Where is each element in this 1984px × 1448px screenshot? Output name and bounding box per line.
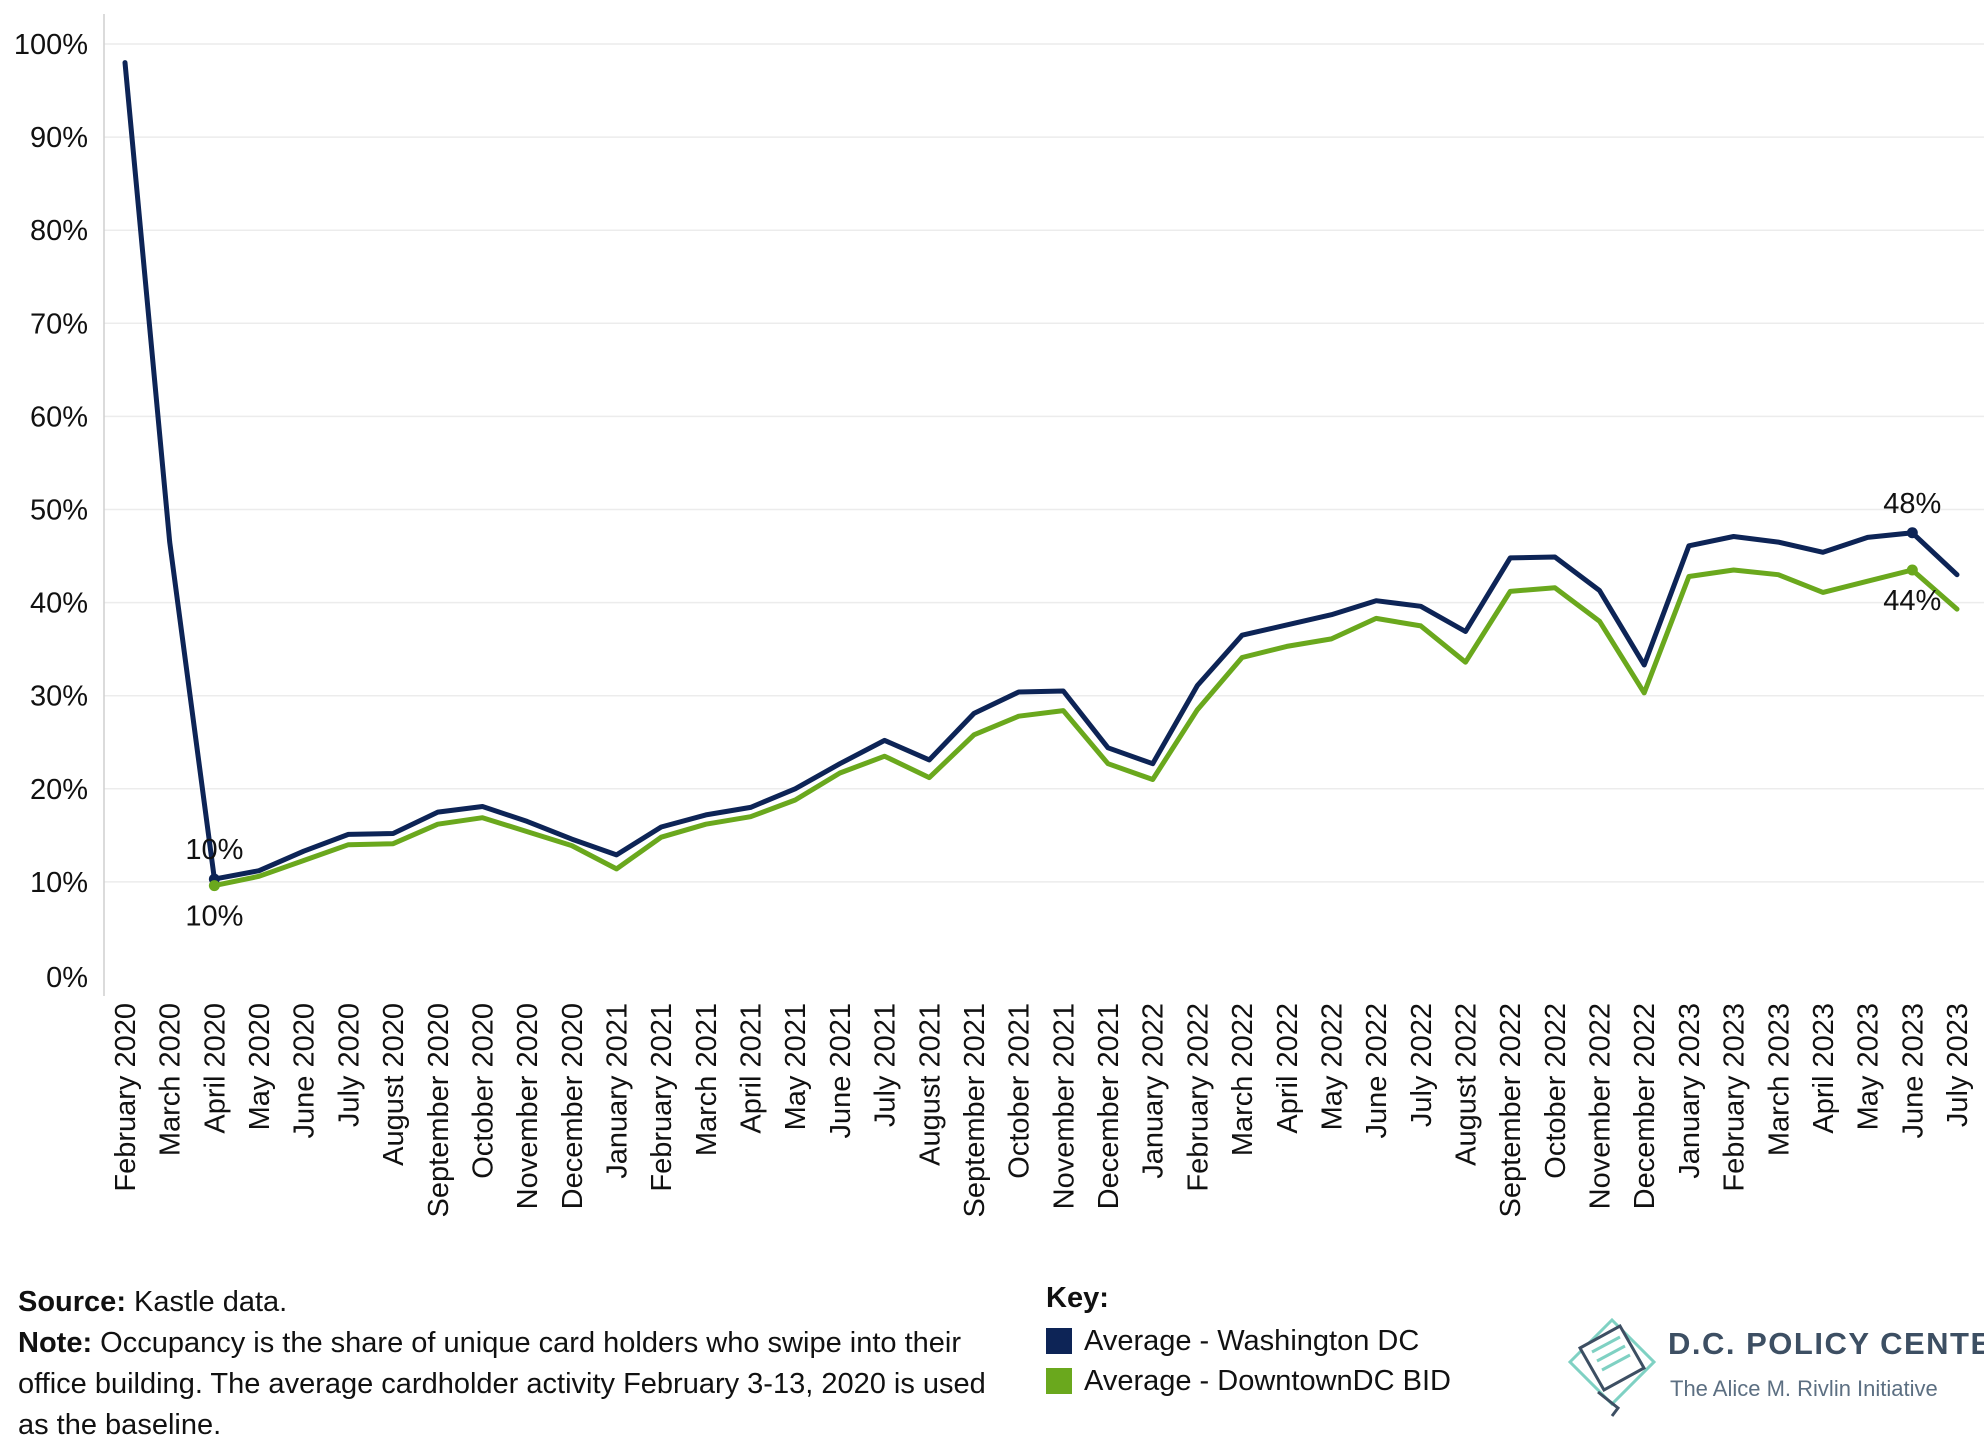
- x-tick-label-april-2022: April 2022: [1272, 1003, 1304, 1134]
- x-tick-label-december-2022: December 2022: [1629, 1003, 1661, 1209]
- x-tick-label-april-2020: April 2020: [199, 1003, 231, 1134]
- note-text: Occupancy is the share of unique card ho…: [18, 1327, 986, 1441]
- legend-swatch-washington-dc: [1046, 1328, 1072, 1354]
- x-tick-label-february-2021: February 2021: [646, 1003, 678, 1192]
- legend-title: Key:: [1046, 1282, 1109, 1314]
- x-tick-label-september-2022: September 2022: [1495, 1003, 1527, 1217]
- x-tick-label-june-2022: June 2022: [1361, 1003, 1393, 1138]
- series-lines: [122, 60, 1960, 889]
- x-tick-label-january-2023: January 2023: [1674, 1003, 1706, 1179]
- y-tick-label-80: 80%: [30, 215, 88, 247]
- y-tick-label-0: 0%: [46, 962, 88, 994]
- x-tick-label-october-2021: October 2021: [1004, 1003, 1036, 1179]
- y-tick-label-60: 60%: [30, 401, 88, 433]
- gridlines: [104, 43, 1984, 883]
- occupancy-line-chart: 0% 10% 20% 30% 40% 50% 60% 70% 80% 90% 100% Februa…: [14, 14, 1984, 1217]
- source-text: Kastle data.: [134, 1286, 288, 1318]
- x-tick-label-march-2021: March 2021: [691, 1003, 723, 1156]
- x-tick-label-may-2022: May 2022: [1316, 1003, 1348, 1130]
- x-tick-label-december-2021: December 2021: [1093, 1003, 1125, 1209]
- x-tick-label-march-2020: March 2020: [155, 1003, 187, 1156]
- series-line-average-downtowndc-bid: [211, 567, 1960, 889]
- x-tick-label-february-2023: February 2023: [1719, 1003, 1751, 1192]
- y-tick-label-90: 90%: [30, 122, 88, 154]
- x-tick-label-june-2023: June 2023: [1897, 1003, 1929, 1138]
- legend: Key: Average - Washington DC Average - D…: [1046, 1278, 1451, 1401]
- x-tick-label-december-2020: December 2020: [557, 1003, 589, 1209]
- x-tick-label-november-2020: November 2020: [512, 1003, 544, 1209]
- legend-item-downtowndc-bid: Average - DowntownDC BID: [1046, 1361, 1451, 1401]
- x-tick-label-october-2020: October 2020: [467, 1003, 499, 1179]
- source-label: Source:: [18, 1286, 126, 1318]
- x-tick-label-november-2022: November 2022: [1585, 1003, 1617, 1209]
- legend-label-downtowndc-bid: Average - DowntownDC BID: [1084, 1364, 1451, 1397]
- x-tick-label-august-2022: August 2022: [1450, 1003, 1482, 1166]
- x-tick-label-october-2022: October 2022: [1540, 1003, 1572, 1179]
- logo-name: D.C. POLICY CENTER: [1668, 1326, 1984, 1361]
- x-tick-label-september-2020: September 2020: [423, 1003, 455, 1217]
- x-tick-label-may-2021: May 2021: [780, 1003, 812, 1130]
- note-label: Note:: [18, 1327, 93, 1359]
- x-tick-label-july-2021: July 2021: [870, 1003, 902, 1127]
- data-label-average-downtowndc-bid-april-2020: 10%: [185, 901, 243, 933]
- source-line: Source: Kastle data.: [18, 1282, 998, 1323]
- series-line-average-washington-dc: [122, 60, 1960, 882]
- x-tick-label-june-2020: June 2020: [289, 1003, 321, 1138]
- y-tick-label-30: 30%: [30, 681, 88, 713]
- legend-swatch-downtowndc-bid: [1046, 1368, 1072, 1394]
- y-tick-label-70: 70%: [30, 308, 88, 340]
- x-tick-label-january-2021: January 2021: [602, 1003, 634, 1179]
- data-point-average-downtowndc-bid-june-2023: [1906, 564, 1918, 576]
- x-tick-label-april-2021: April 2021: [736, 1003, 768, 1134]
- y-tick-label-50: 50%: [30, 495, 88, 527]
- x-tick-label-march-2023: March 2023: [1763, 1003, 1795, 1156]
- x-tick-label-november-2021: November 2021: [1048, 1003, 1080, 1209]
- legend-label-washington-dc: Average - Washington DC: [1084, 1324, 1420, 1357]
- y-tick-label-20: 20%: [30, 774, 88, 806]
- x-tick-label-july-2022: July 2022: [1406, 1003, 1438, 1127]
- x-tick-label-february-2022: February 2022: [1182, 1003, 1214, 1192]
- data-point-average-downtowndc-bid-april-2020: [208, 880, 220, 892]
- data-labels: 10% 10% 48% 44%: [185, 488, 1941, 933]
- x-tick-label-april-2023: April 2023: [1808, 1003, 1840, 1134]
- x-tick-label-may-2020: May 2020: [244, 1003, 276, 1130]
- chart-notes: Source: Kastle data. Note: Occupancy is …: [18, 1282, 998, 1446]
- dc-map-document-icon: [1567, 1317, 1657, 1417]
- x-tick-label-june-2021: June 2021: [825, 1003, 857, 1138]
- x-tick-label-january-2022: January 2022: [1138, 1003, 1170, 1179]
- data-point-average-washington-dc-june-2023: [1906, 527, 1918, 539]
- x-tick-label-august-2021: August 2021: [914, 1003, 946, 1166]
- note-line: Note: Occupancy is the share of unique c…: [18, 1323, 998, 1446]
- x-tick-label-march-2022: March 2022: [1227, 1003, 1259, 1156]
- y-tick-label-100: 100%: [14, 29, 88, 61]
- x-tick-label-august-2020: August 2020: [378, 1003, 410, 1166]
- x-tick-label-september-2021: September 2021: [959, 1003, 991, 1217]
- x-axis-ticks: February 2020 March 2020 April 2020 May 202…: [110, 1003, 1974, 1217]
- logo-tagline: The Alice M. Rivlin Initiative: [1670, 1376, 1938, 1401]
- x-tick-label-july-2023: July 2023: [1942, 1003, 1974, 1127]
- y-tick-label-40: 40%: [30, 588, 88, 620]
- x-tick-label-july-2020: July 2020: [333, 1003, 365, 1127]
- legend-item-washington-dc: Average - Washington DC: [1046, 1321, 1451, 1361]
- dc-policy-center-logo: D.C. POLICY CENTER The Alice M. Rivlin I…: [1558, 1312, 1984, 1422]
- data-label-average-downtowndc-bid-june-2023: 44%: [1883, 585, 1941, 617]
- x-tick-label-february-2020: February 2020: [110, 1003, 142, 1192]
- y-tick-label-10: 10%: [30, 867, 88, 899]
- x-tick-label-may-2023: May 2023: [1853, 1003, 1885, 1130]
- data-label-average-washington-dc-april-2020: 10%: [185, 834, 243, 866]
- y-axis-ticks: 0% 10% 20% 30% 40% 50% 60% 70% 80% 90% 100%: [14, 29, 88, 994]
- data-label-average-washington-dc-june-2023: 48%: [1883, 488, 1941, 520]
